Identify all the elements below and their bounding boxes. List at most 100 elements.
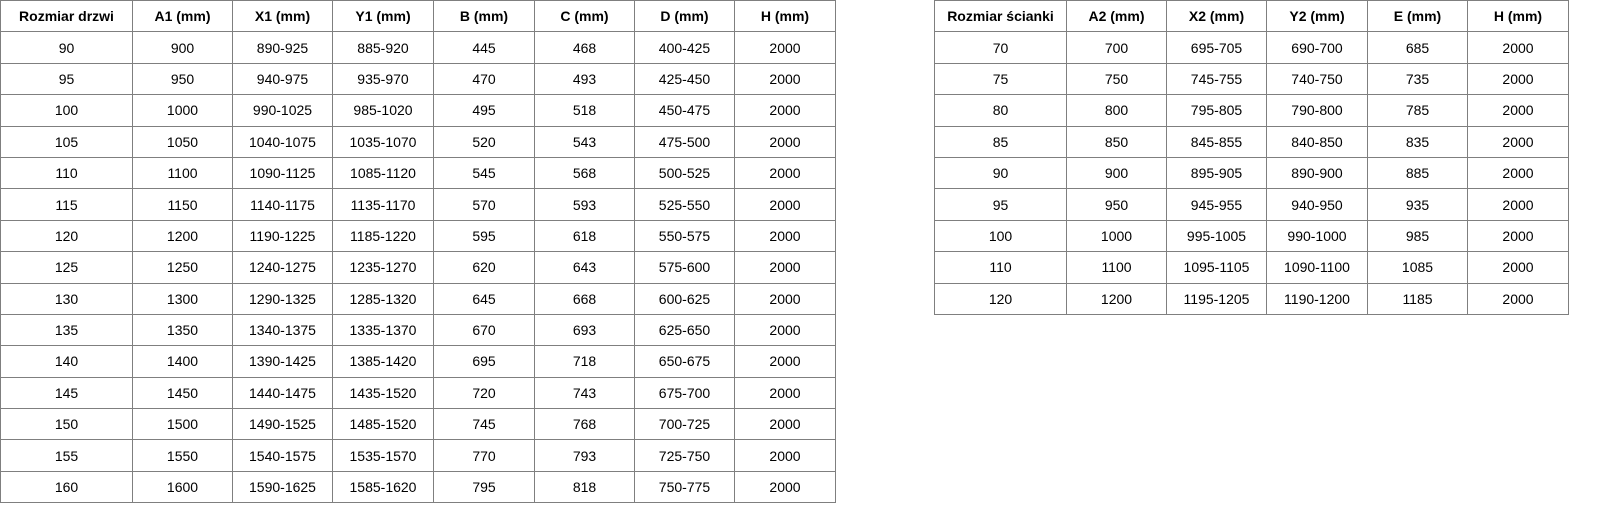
table-cell: 735 <box>1367 62 1468 96</box>
table-cell: 2000 <box>734 345 836 378</box>
table-cell: 985-1020 <box>332 94 434 127</box>
table-cell: 670 <box>433 313 535 347</box>
table-row: 95 950 945-955 940-950 935 2000 <box>934 188 1569 221</box>
table-cell: 1000 <box>1066 219 1167 253</box>
table-cell: 120 <box>934 282 1067 315</box>
table-cell: 995-1005 <box>1166 219 1267 253</box>
table-cell: 2000 <box>734 31 836 64</box>
table-cell: 1435-1520 <box>332 376 434 410</box>
header-row: Rozmiar ścianki A2 (mm) X2 (mm) Y2 (mm) E (m… <box>934 0 1569 33</box>
table-cell: 1240-1275 <box>232 251 333 284</box>
table-cell: 1340-1375 <box>232 313 333 347</box>
table-cell: 2000 <box>734 188 836 221</box>
table-cell: 643 <box>534 251 635 284</box>
table-cell: 2000 <box>734 470 836 504</box>
table-cell: 1440-1475 <box>232 376 333 410</box>
table-cell: 650-675 <box>634 345 735 378</box>
table-row: 135 1350 1340-1375 1335-1370 670 693 625-650 20… <box>0 313 836 347</box>
table-cell: 700 <box>1066 31 1167 64</box>
table-cell: 80 <box>934 94 1067 127</box>
table-cell: 1185 <box>1367 282 1468 315</box>
table-cell: 70 <box>934 31 1067 64</box>
table-cell: 1585-1620 <box>332 470 434 504</box>
table-cell: 1085 <box>1367 251 1468 284</box>
table-cell: 1085-1120 <box>332 156 434 190</box>
table-cell: 818 <box>534 470 635 504</box>
table-cell: 1590-1625 <box>232 470 333 504</box>
table-cell: 890-925 <box>232 31 333 64</box>
table-cell: 900 <box>1066 156 1167 190</box>
table-cell: 1400 <box>132 345 233 378</box>
table-row: 120 1200 1190-1225 1185-1220 595 618 550-575 20… <box>0 219 836 253</box>
table-cell: 2000 <box>1467 282 1569 315</box>
table-row: 85 850 845-855 840-850 835 2000 <box>934 125 1569 158</box>
table-cell: 1090-1100 <box>1266 251 1368 284</box>
table-cell: 850 <box>1066 125 1167 158</box>
column-header: Y2 (mm) <box>1266 0 1368 33</box>
table-cell: 470 <box>433 62 535 96</box>
table-cell: 950 <box>1066 188 1167 221</box>
table-cell: 718 <box>534 345 635 378</box>
table-row: 110 1100 1090-1125 1085-1120 545 568 500-525 20… <box>0 156 836 190</box>
table-cell: 575-600 <box>634 251 735 284</box>
table-cell: 885-920 <box>332 31 434 64</box>
table-cell: 495 <box>433 94 535 127</box>
table-cell: 2000 <box>1467 94 1569 127</box>
table-cell: 500-525 <box>634 156 735 190</box>
table-cell: 595 <box>433 219 535 253</box>
column-header: E (mm) <box>1367 0 1468 33</box>
table-cell: 743 <box>534 376 635 410</box>
table-cell: 745-755 <box>1166 62 1267 96</box>
table-cell: 518 <box>534 94 635 127</box>
table-cell: 1490-1525 <box>232 408 333 441</box>
table-cell: 2000 <box>734 313 836 347</box>
table-cell: 720 <box>433 376 535 410</box>
table-cell: 160 <box>0 470 133 504</box>
table-row: 80 800 795-805 790-800 785 2000 <box>934 94 1569 127</box>
table-cell: 2000 <box>734 439 836 472</box>
table-cell: 85 <box>934 125 1067 158</box>
table-cell: 525-550 <box>634 188 735 221</box>
table-cell: 668 <box>534 282 635 315</box>
table-cell: 150 <box>0 408 133 441</box>
table-row: 90 900 895-905 890-900 885 2000 <box>934 156 1569 190</box>
table-cell: 645 <box>433 282 535 315</box>
table-cell: 945-955 <box>1166 188 1267 221</box>
table-cell: 935 <box>1367 188 1468 221</box>
table-cell: 600-625 <box>634 282 735 315</box>
table-cell: 790-800 <box>1266 94 1368 127</box>
column-header: Rozmiar drzwi <box>0 0 133 33</box>
table-cell: 745 <box>433 408 535 441</box>
table-cell: 695 <box>433 345 535 378</box>
table-cell: 768 <box>534 408 635 441</box>
table-cell: 1195-1205 <box>1166 282 1267 315</box>
table-cell: 940-950 <box>1266 188 1368 221</box>
table-cell: 835 <box>1367 125 1468 158</box>
wall-dimensions-table: Rozmiar ścianki A2 (mm) X2 (mm) Y2 (mm) E (m… <box>934 0 1569 315</box>
table-cell: 1185-1220 <box>332 219 434 253</box>
table-cell: 105 <box>0 125 133 158</box>
column-header: A2 (mm) <box>1066 0 1167 33</box>
table-row: 115 1150 1140-1175 1135-1170 570 593 525-550 20… <box>0 188 836 221</box>
table-cell: 793 <box>534 439 635 472</box>
table-cell: 450-475 <box>634 94 735 127</box>
table-cell: 618 <box>534 219 635 253</box>
table-cell: 1450 <box>132 376 233 410</box>
table-cell: 1100 <box>1066 251 1167 284</box>
table-cell: 2000 <box>1467 219 1569 253</box>
table-cell: 1190-1225 <box>232 219 333 253</box>
table-cell: 1095-1105 <box>1166 251 1267 284</box>
table-cell: 1285-1320 <box>332 282 434 315</box>
table-cell: 110 <box>0 156 133 190</box>
table-cell: 130 <box>0 282 133 315</box>
table-cell: 885 <box>1367 156 1468 190</box>
table-cell: 990-1025 <box>232 94 333 127</box>
table-cell: 1000 <box>132 94 233 127</box>
column-header: X1 (mm) <box>232 0 333 33</box>
table-cell: 543 <box>534 125 635 158</box>
table-cell: 2000 <box>734 62 836 96</box>
table-cell: 425-450 <box>634 62 735 96</box>
table-cell: 800 <box>1066 94 1167 127</box>
table-cell: 95 <box>934 188 1067 221</box>
column-header: H (mm) <box>1467 0 1569 33</box>
